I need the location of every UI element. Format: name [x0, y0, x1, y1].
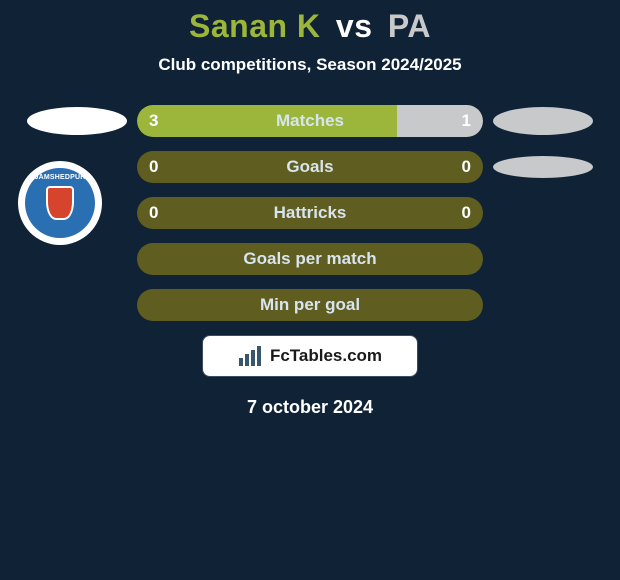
stat-row: Min per goal — [0, 289, 620, 321]
stat-label: Goals per match — [137, 243, 483, 275]
title-vs: vs — [336, 8, 373, 44]
right-side — [483, 107, 603, 135]
stat-label: Min per goal — [137, 289, 483, 321]
crest-inner: JAMSHEDPUR — [25, 168, 95, 238]
stat-bar: 00Hattricks — [137, 197, 483, 229]
stat-bar: 31Matches — [137, 105, 483, 137]
crest-outer: JAMSHEDPUR — [18, 161, 102, 245]
stat-row: Goals per match — [0, 243, 620, 275]
title-player2: PA — [388, 8, 431, 44]
title: Sanan K vs PA — [0, 8, 620, 45]
player1-ellipse — [27, 107, 127, 135]
date-text: 7 october 2024 — [0, 397, 620, 418]
crest-text: JAMSHEDPUR — [25, 174, 95, 181]
player2-ellipse — [493, 107, 593, 135]
player2-ellipse-2 — [493, 156, 593, 178]
stats-section: 31Matches 00Goals 00Hattricks Goals per mat… — [0, 105, 620, 321]
stat-bar: Goals per match — [137, 243, 483, 275]
stat-bar: 00Goals — [137, 151, 483, 183]
brand-text: FcTables.com — [270, 346, 382, 366]
stat-label: Goals — [137, 151, 483, 183]
bars-icon — [238, 346, 264, 366]
brand-box: FcTables.com — [202, 335, 418, 377]
right-side — [483, 156, 603, 178]
stat-label: Hattricks — [137, 197, 483, 229]
stat-label: Matches — [137, 105, 483, 137]
subtitle: Club competitions, Season 2024/2025 — [0, 55, 620, 75]
club-crest: JAMSHEDPUR — [18, 161, 102, 245]
left-side — [17, 107, 137, 135]
stat-row: 31Matches — [0, 105, 620, 137]
stat-bar: Min per goal — [137, 289, 483, 321]
shield-icon — [46, 186, 74, 220]
title-player1: Sanan K — [189, 8, 321, 44]
comparison-infographic: Sanan K vs PA Club competitions, Season … — [0, 0, 620, 580]
